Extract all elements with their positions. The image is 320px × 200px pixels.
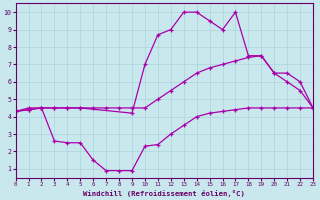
X-axis label: Windchill (Refroidissement éolien,°C): Windchill (Refroidissement éolien,°C): [84, 190, 245, 197]
